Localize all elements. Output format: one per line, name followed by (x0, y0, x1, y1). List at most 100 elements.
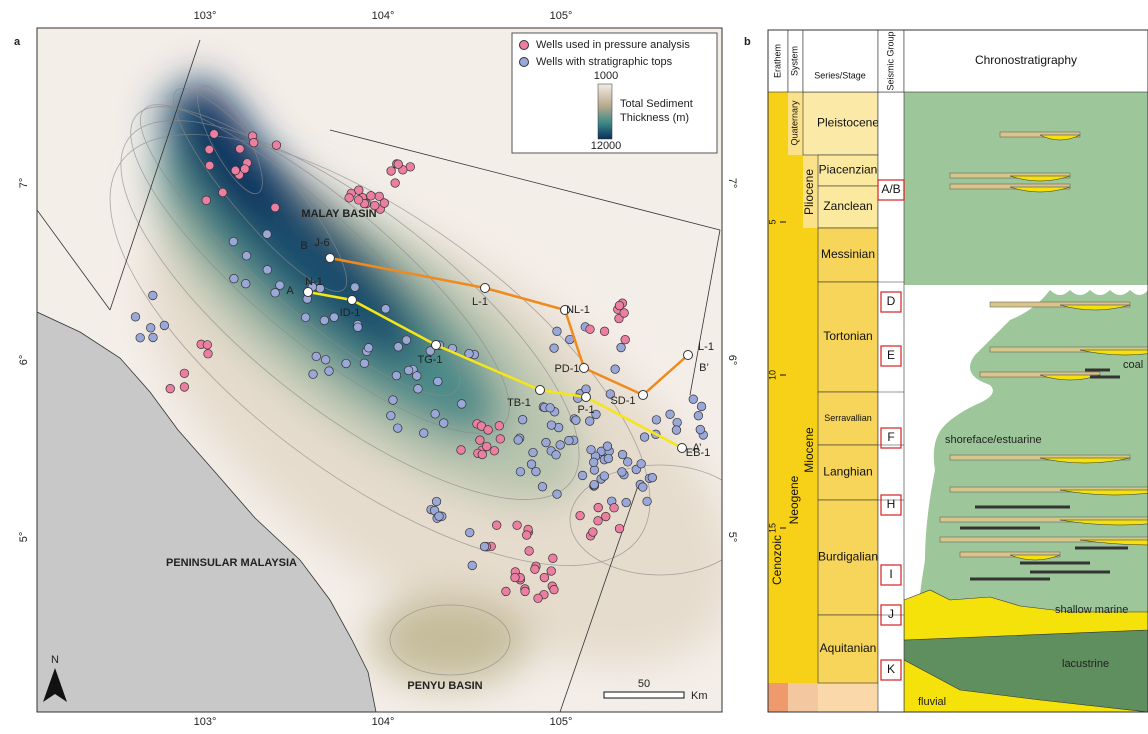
well-dot (180, 383, 189, 392)
stage-label: Langhian (823, 465, 872, 479)
legend-dot (520, 41, 529, 50)
stage-label: Messinian (821, 247, 875, 261)
colorbar (598, 84, 612, 139)
well-dot (621, 335, 630, 344)
well-dot (342, 359, 351, 368)
well-dot (478, 450, 487, 459)
well-dot (578, 471, 587, 480)
well-dot (242, 251, 251, 260)
well-dot (434, 377, 443, 386)
well-dot (639, 483, 648, 492)
lon-label: 104° (372, 716, 395, 728)
well-dot (146, 324, 155, 333)
lat-label: 5° (726, 532, 738, 543)
well-label: N-1 (305, 276, 323, 288)
lat-label: 7° (726, 178, 738, 189)
well-dot (689, 395, 698, 404)
well-dot (623, 458, 632, 467)
well-dot (321, 355, 330, 364)
scale-value: 50 (638, 678, 650, 690)
well-dot (360, 359, 369, 368)
well-dot (547, 567, 556, 576)
well-dot (502, 587, 511, 596)
stage-label: Aquitanian (820, 641, 877, 655)
well-dot (387, 167, 396, 176)
well-dot (160, 321, 169, 330)
well-dot (604, 454, 613, 463)
lat-label: 5° (18, 532, 30, 543)
well-dot (136, 333, 145, 342)
well-point (536, 386, 545, 395)
well-dot (241, 279, 250, 288)
seismic-label: A/B (881, 182, 900, 196)
well-dot (204, 349, 213, 358)
well-dot (345, 194, 354, 203)
figure: J-6N-1L-1ID-1NL-1PD-1TG-1SD-1TB-1P-1EB-1… (0, 0, 1148, 729)
header: Seismic Group (885, 31, 895, 90)
well-dot (603, 442, 612, 451)
well-dot (312, 352, 321, 361)
well-dot (495, 421, 504, 430)
well-dot (394, 160, 403, 169)
well-point (582, 393, 591, 402)
well-dot (271, 288, 280, 297)
well-dot (236, 145, 245, 154)
well-dot (552, 451, 561, 460)
legend-box (512, 33, 717, 153)
annotation: coal (1123, 359, 1143, 371)
well-dot (394, 343, 403, 352)
well-dot (611, 365, 620, 374)
well-dot (202, 196, 211, 205)
well-dot (351, 283, 360, 292)
well-dot (666, 410, 675, 419)
well-dot (540, 573, 549, 582)
well-label: L-1 (698, 341, 714, 353)
well-dot (465, 528, 474, 537)
well-dot (697, 402, 706, 411)
well-dot (522, 531, 531, 540)
well-dot (553, 490, 562, 499)
well-dot (514, 436, 523, 445)
annotation: fluvial (918, 696, 946, 708)
well-dot (480, 542, 489, 551)
well-dot (622, 498, 631, 507)
well-dot (431, 410, 440, 419)
well-dot (367, 191, 376, 200)
well-dot (387, 411, 396, 420)
age-label: 15 (767, 523, 777, 533)
annotation: shallow marine (1055, 604, 1128, 616)
well-dot (149, 291, 158, 300)
well-dot (457, 446, 466, 455)
stage-label: Zanclean (823, 199, 872, 213)
well-dot (513, 521, 522, 530)
well-dot (354, 196, 363, 205)
well-dot (131, 313, 140, 322)
well-dot (521, 587, 530, 596)
well-point (580, 364, 589, 373)
well-dot (414, 385, 423, 394)
well-dot (589, 528, 598, 537)
well-dot (496, 435, 505, 444)
erathem (768, 92, 788, 683)
well-dot (149, 333, 158, 342)
well-dot (576, 511, 585, 520)
well-dot (553, 327, 562, 336)
well-dot (618, 468, 627, 477)
stage-label: Piacenzian (819, 163, 878, 177)
well-dot (330, 313, 339, 322)
well-label: P-1 (577, 404, 594, 416)
well-label: L-1 (472, 296, 488, 308)
well-dot (565, 436, 574, 445)
well-dot (355, 186, 364, 195)
legend-entry: Wells with stratigraphic tops (536, 56, 673, 68)
well-dot (529, 448, 538, 457)
header-cell (803, 30, 878, 92)
lon-label: 105° (550, 10, 573, 22)
well-dot (672, 426, 681, 435)
well-dot (550, 585, 559, 594)
colorbar-label: 12000 (591, 140, 622, 152)
well-dot (531, 565, 540, 574)
header: Series/Stage (814, 70, 866, 80)
well-dot (615, 301, 624, 310)
well-dot (600, 472, 609, 481)
